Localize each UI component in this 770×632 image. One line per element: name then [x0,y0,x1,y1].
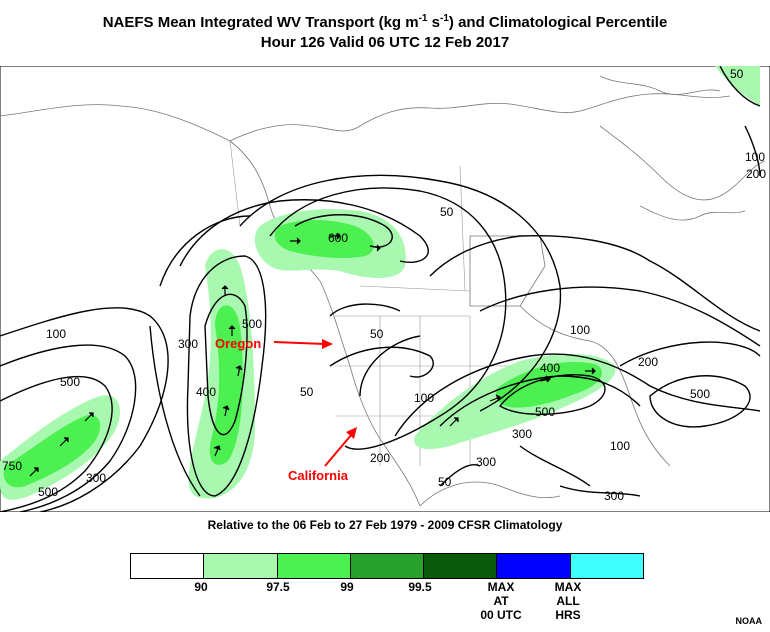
percentile-legend [130,553,644,579]
svg-text:100: 100 [414,391,434,405]
svg-text:500: 500 [38,485,58,499]
ivt-contours [0,66,761,512]
legend-swatch-6 [570,554,643,578]
annotation-california: California [288,427,357,483]
svg-text:300: 300 [476,455,496,469]
svg-text:750: 750 [2,459,22,473]
legend-swatch-5 [497,554,571,578]
svg-text:Oregon: Oregon [215,336,261,351]
svg-text:500: 500 [60,375,80,389]
contour-labels: 50 600 100 300 500 400 500 50 100 50 100… [2,67,766,503]
svg-text:300: 300 [178,337,198,351]
chart-valid-time: Hour 126 Valid 06 UTC 12 Feb 2017 [260,34,510,51]
svg-text:500: 500 [535,405,555,419]
svg-text:50: 50 [440,205,454,219]
svg-text:100: 100 [570,323,590,337]
percentile-shading [0,66,760,500]
svg-text:200: 200 [746,167,766,181]
svg-text:600: 600 [328,231,348,245]
annotation-oregon: Oregon [215,336,333,351]
legend-label-99-5: 99.5 [408,580,432,594]
legend-label-max-00utc: MAX AT 00 UTC [480,580,522,622]
svg-text:200: 200 [370,451,390,465]
ivt-vectors [29,232,596,477]
legend-label-97-5: 97.5 [266,580,290,594]
svg-text:50: 50 [300,385,314,399]
climatology-subtitle: Relative to the 06 Feb to 27 Feb 1979 - … [207,518,563,532]
svg-text:50: 50 [438,475,452,489]
ivt-map: 50 600 100 300 500 400 500 50 100 50 100… [0,66,770,512]
svg-text:100: 100 [745,150,765,164]
noaa-credit: NOAA [735,616,763,626]
legend-label-max-all: MAX ALL HRS [554,580,582,622]
svg-text:300: 300 [86,471,106,485]
svg-text:300: 300 [604,489,624,503]
svg-text:400: 400 [196,385,216,399]
chart-title: NAEFS Mean Integrated WV Transport (kg m… [102,13,668,32]
svg-text:50: 50 [730,67,744,81]
legend-label-99: 99 [340,580,354,594]
legend-swatch-1 [204,554,278,578]
svg-text:50: 50 [370,327,384,341]
svg-text:100: 100 [46,327,66,341]
legend-label-90: 90 [194,580,208,594]
legend-swatch-0 [131,554,205,578]
svg-text:200: 200 [638,355,658,369]
legend-swatch-3 [350,554,425,578]
svg-text:300: 300 [512,427,532,441]
legend-swatch-4 [424,554,498,578]
svg-text:400: 400 [540,361,560,375]
svg-text:California: California [288,468,349,483]
svg-text:100: 100 [610,439,630,453]
svg-text:500: 500 [690,387,710,401]
svg-text:500: 500 [242,317,262,331]
legend-swatch-2 [277,554,351,578]
